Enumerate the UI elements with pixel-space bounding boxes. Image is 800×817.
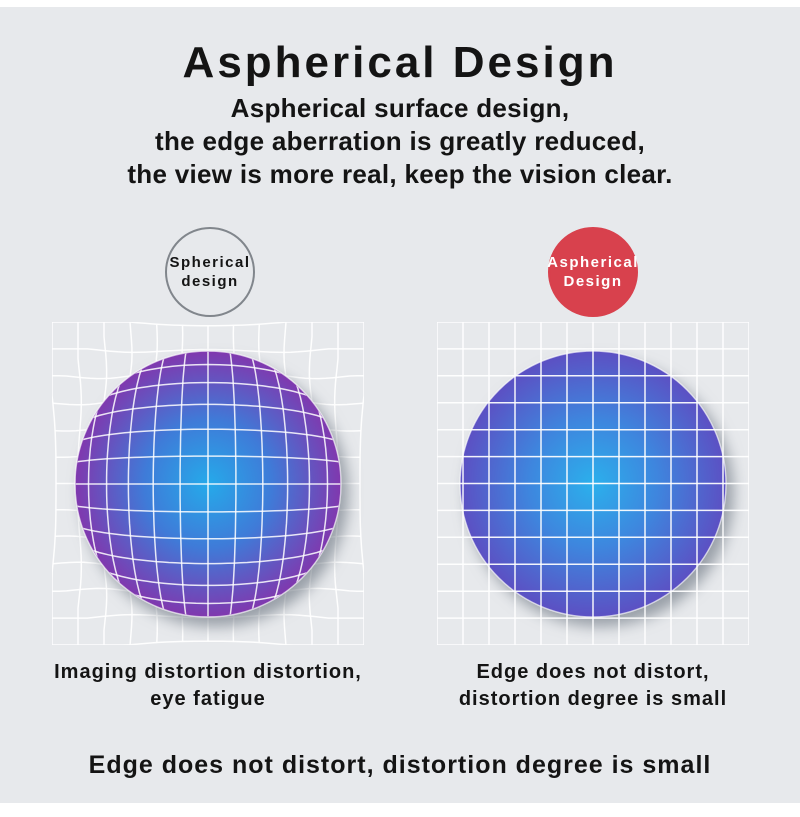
- aspherical-caption: Edge does not distort, distortion degree…: [413, 659, 773, 713]
- page-title: Aspherical Design: [182, 38, 618, 87]
- subtitle-line-1: Aspherical surface design,: [230, 93, 570, 123]
- subtitle: Aspherical surface design, the edge aber…: [0, 92, 800, 191]
- footer-text: Edge does not distort, distortion degree…: [88, 751, 712, 779]
- badge-label-line: Design: [563, 273, 623, 290]
- badge-label-line: Aspherical: [547, 254, 639, 271]
- caption-line: Edge does not distort,: [476, 661, 710, 683]
- subtitle-line-3: the view is more real, keep the vision c…: [127, 159, 673, 189]
- spherical-caption: Imaging distortion distortion, eye fatig…: [28, 659, 388, 713]
- caption-line: distortion degree is small: [458, 688, 728, 710]
- aspherical-design-badge: Aspherical Design: [547, 227, 639, 317]
- badge-label-line: design: [181, 273, 239, 290]
- spherical-lens-diagram: [52, 322, 364, 645]
- caption-line: eye fatigue: [150, 688, 266, 710]
- badge-label-line: Spherical: [169, 254, 251, 271]
- aspherical-lens-diagram: [437, 322, 749, 645]
- spherical-design-badge: Spherical design: [165, 227, 255, 317]
- subtitle-line-2: the edge aberration is greatly reduced,: [155, 126, 645, 156]
- caption-line: Imaging distortion distortion,: [54, 661, 362, 683]
